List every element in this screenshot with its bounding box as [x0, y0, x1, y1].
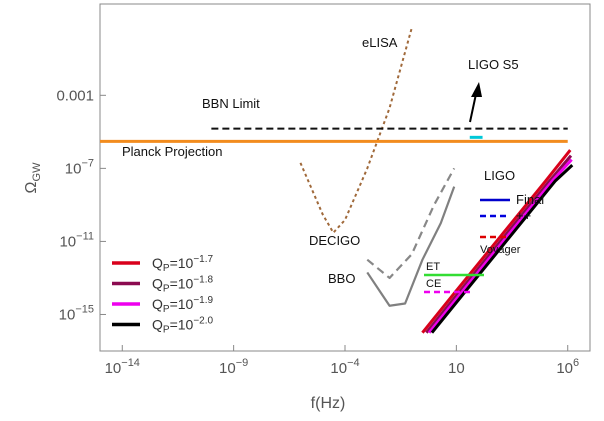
ligo-legend-title: LIGO — [484, 168, 515, 183]
label-ligo-s5: LIGO S5 — [468, 57, 519, 72]
x-tick-label-1: 10−9 — [219, 357, 248, 377]
curve-decigo — [366, 167, 456, 280]
x-tick-label-3: 10 — [448, 360, 465, 377]
x-tick-label-0: 10−14 — [105, 357, 140, 377]
y-axis-title: ΩGW — [23, 162, 43, 194]
y-axis-title-text: ΩGW — [23, 162, 43, 194]
ligo-legend: Final++ Voyager ET CE — [424, 192, 544, 294]
x-tick-label-2: 10−4 — [330, 357, 359, 377]
legend-label-0: QP=10−1.7 — [152, 254, 213, 274]
legend-label-2: QP=10−1.9 — [152, 295, 213, 315]
ligo-s5-arrow-icon — [469, 82, 482, 123]
y-tick-label-2: 10−11 — [59, 230, 94, 250]
data-series — [421, 149, 574, 334]
legend: QP=10−1.7QP=10−1.8QP=10−1.9QP=10−2.0 — [112, 254, 213, 336]
legend-label-3: QP=10−2.0 — [152, 316, 213, 336]
label-planck: Planck Projection — [122, 144, 222, 159]
sensitivity-curves — [100, 27, 568, 307]
x-tick-label-4: 106 — [556, 357, 579, 377]
series-line-3 — [430, 164, 574, 334]
y-tick-label-1: 10−7 — [65, 157, 94, 177]
label-bbo: BBO — [328, 271, 355, 286]
label-bbn-limit: BBN Limit — [202, 96, 260, 111]
x-axis-title: f(Hz) — [311, 395, 346, 412]
ligo-legend-label-4: CE — [426, 278, 441, 290]
label-decigo: DECIGO — [309, 233, 360, 248]
ligo-legend-label-1: ++ — [516, 208, 531, 223]
ligo-legend-label-0: Final — [516, 192, 544, 207]
ligo-legend-label-3: ET — [426, 261, 440, 273]
legend-label-1: QP=10−1.8 — [152, 275, 213, 295]
label-elisa: eLISA — [362, 35, 398, 50]
curve-elisa — [299, 27, 413, 234]
curve-bbo — [366, 186, 456, 307]
y-tick-label-0: 0.001 — [56, 87, 94, 104]
series-line-2 — [427, 158, 573, 334]
y-tick-label-3: 10−15 — [59, 303, 94, 323]
ligo-legend-label-2: Voyager — [480, 244, 521, 256]
axis-ticks: 10−14 10−9 10−4 10 106 0.001 10−7 10−11 10−15 — [56, 87, 579, 377]
